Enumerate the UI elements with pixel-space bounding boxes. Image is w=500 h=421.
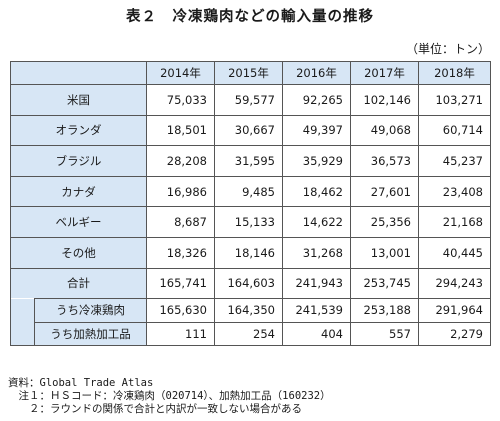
column-header: 2017年 — [350, 61, 419, 85]
table-cell: 294,243 — [418, 267, 491, 300]
table-cell: 164,350 — [214, 298, 283, 323]
table-cell: 8,687 — [146, 206, 215, 238]
column-header: 2018年 — [418, 61, 491, 85]
source-note: 資料：Global Trade Atlas — [8, 377, 154, 389]
sub-row: うち冷凍鶏肉 165,630 164,350 241,539 253,188 2… — [10, 298, 491, 323]
table-cell: 103,271 — [418, 84, 491, 116]
table-cell: 60,714 — [418, 114, 491, 147]
table-cell: 253,188 — [350, 298, 419, 323]
table-cell: 49,397 — [282, 114, 351, 147]
table-cell: 21,168 — [418, 206, 491, 238]
table-cell: 23,408 — [418, 175, 491, 208]
table-cell: 18,326 — [146, 236, 215, 269]
table-row: ブラジル 28,208 31,595 35,929 36,573 45,237 — [10, 145, 491, 177]
corner-cell — [10, 61, 147, 85]
row-label: うち加熱加工品 — [34, 321, 147, 347]
indent-cell — [10, 322, 35, 347]
table-cell: 31,268 — [282, 236, 351, 269]
table-cell: 291,964 — [418, 298, 491, 323]
table-cell: 164,603 — [214, 267, 283, 300]
sub-row: うち加熱加工品 111 254 404 557 2,279 — [10, 321, 491, 347]
table-cell: 14,622 — [282, 206, 351, 238]
table-cell: 165,741 — [146, 267, 215, 300]
table-cell: 241,539 — [282, 298, 351, 323]
table-cell: 241,943 — [282, 267, 351, 300]
table-cell: 18,501 — [146, 114, 215, 147]
table-cell: 557 — [350, 321, 419, 347]
column-header: 2015年 — [214, 61, 283, 85]
row-label: うち冷凍鶏肉 — [34, 298, 147, 323]
table-cell: 92,265 — [282, 84, 351, 116]
table-cell: 165,630 — [146, 298, 215, 323]
table-cell: 15,133 — [214, 206, 283, 238]
table-cell: 75,033 — [146, 84, 215, 116]
table-cell: 40,445 — [418, 236, 491, 269]
table-cell: 254 — [214, 321, 283, 347]
table-cell: 27,601 — [350, 175, 419, 208]
table-row: カナダ 16,986 9,485 18,462 27,601 23,408 — [10, 175, 491, 208]
table-row: ベルギー 8,687 15,133 14,622 25,356 21,168 — [10, 206, 491, 238]
table-cell: 253,745 — [350, 267, 419, 300]
column-header: 2014年 — [146, 61, 215, 85]
row-label: 合計 — [10, 267, 147, 299]
import-volume-table: 2014年 2015年 2016年 2017年 2018年 米国 75,033 … — [10, 61, 491, 347]
total-row: 合計 165,741 164,603 241,943 253,745 294,2… — [10, 267, 491, 300]
column-header: 2016年 — [282, 61, 351, 85]
table-row: その他 18,326 18,146 31,268 13,001 40,445 — [10, 236, 491, 269]
table-cell: 18,462 — [282, 175, 351, 208]
row-label: 米国 — [10, 84, 147, 116]
row-label: オランダ — [10, 114, 147, 147]
table-cell: 25,356 — [350, 206, 419, 238]
notes: 資料：Global Trade Atlas 注１：ＨＳコード：冷凍鶏肉（0207… — [8, 377, 331, 417]
footnote: 注１：ＨＳコード：冷凍鶏肉（020714）、加熱加工品（160232） — [8, 390, 331, 403]
table-cell: 2,279 — [418, 321, 491, 347]
table-row: 米国 75,033 59,577 92,265 102,146 103,271 — [10, 84, 491, 116]
row-label: カナダ — [10, 175, 147, 208]
row-label: ブラジル — [10, 145, 147, 177]
table-cell: 59,577 — [214, 84, 283, 116]
table-cell: 404 — [282, 321, 351, 347]
table-cell: 35,929 — [282, 145, 351, 177]
table-cell: 16,986 — [146, 175, 215, 208]
table-cell: 28,208 — [146, 145, 215, 177]
unit-label: （単位：トン） — [405, 42, 490, 56]
table-title: 表２ 冷凍鶏肉などの輸入量の推移 — [126, 9, 374, 25]
table-cell: 45,237 — [418, 145, 491, 177]
row-label: ベルギー — [10, 206, 147, 238]
table-cell: 9,485 — [214, 175, 283, 208]
footnote: ２：ラウンドの関係で合計と内訳が一致しない場合がある — [8, 403, 302, 416]
header-row: 2014年 2015年 2016年 2017年 2018年 — [10, 61, 491, 85]
row-label: その他 — [10, 236, 147, 269]
table-cell: 18,146 — [214, 236, 283, 269]
table-cell: 13,001 — [350, 236, 419, 269]
table-cell: 36,573 — [350, 145, 419, 177]
table-row: オランダ 18,501 30,667 49,397 49,068 60,714 — [10, 114, 491, 147]
table-cell: 102,146 — [350, 84, 419, 116]
table-cell: 30,667 — [214, 114, 283, 147]
table-cell: 49,068 — [350, 114, 419, 147]
table-cell: 111 — [146, 321, 215, 347]
table-cell: 31,595 — [214, 145, 283, 177]
indent-cell — [10, 298, 35, 323]
